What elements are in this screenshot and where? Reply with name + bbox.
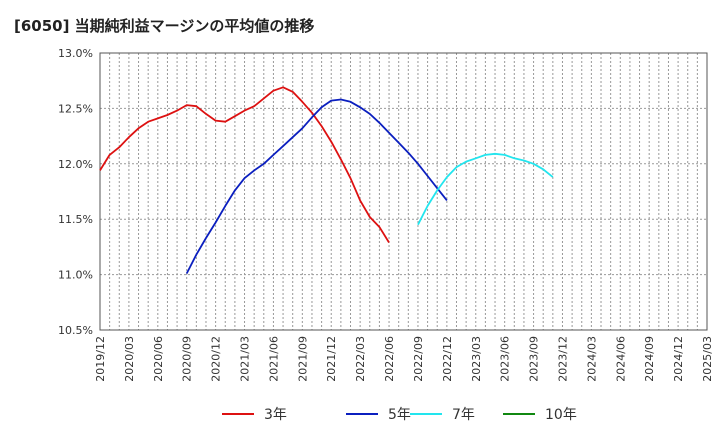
x-tick-label: 2022/03 — [354, 336, 367, 382]
x-tick-label: 2020/03 — [123, 336, 136, 382]
y-axis-ticks: 10.5% 11.0% 11.5% 12.0% 12.5% 13.0% — [58, 47, 93, 337]
legend: 3年 5年 7年 10年 — [222, 407, 577, 423]
legend-label: 7年 — [452, 407, 475, 423]
x-tick-label: 2022/12 — [441, 336, 454, 382]
x-tick-label: 2020/09 — [181, 336, 194, 382]
legend-label: 3年 — [264, 407, 287, 423]
y-tick-label: 11.5% — [58, 213, 93, 226]
x-tick-label: 2024/09 — [643, 336, 656, 382]
x-tick-label: 2023/03 — [470, 336, 483, 382]
y-tick-label: 12.0% — [58, 158, 93, 171]
x-tick-label: 2019/12 — [94, 336, 107, 382]
series-line-5年 — [185, 98, 448, 274]
grid-lines — [99, 52, 708, 331]
y-tick-label: 11.0% — [58, 269, 93, 282]
plot-area-border — [99, 52, 708, 331]
x-tick-label: 2024/06 — [614, 336, 627, 382]
legend-label: 10年 — [545, 407, 577, 423]
x-tick-label: 2021/03 — [239, 336, 252, 382]
x-tick-label: 2021/12 — [325, 336, 338, 382]
x-tick-label: 2020/12 — [210, 336, 223, 382]
x-tick-label: 2024/03 — [585, 336, 598, 382]
x-tick-label: 2021/06 — [267, 336, 280, 382]
x-tick-label: 2025/03 — [701, 336, 714, 382]
chart-title: [6050] 当期純利益マージンの平均値の推移 — [14, 17, 314, 35]
x-tick-label: 2024/12 — [672, 336, 685, 382]
x-tick-label: 2021/09 — [296, 336, 309, 382]
series-line-7年 — [417, 152, 554, 226]
y-tick-label: 12.5% — [58, 102, 93, 115]
x-tick-label: 2022/06 — [383, 336, 396, 382]
x-tick-label: 2023/06 — [499, 336, 512, 382]
x-tick-label: 2020/06 — [152, 336, 165, 382]
legend-label: 5年 — [388, 407, 411, 423]
x-axis-ticks: 2019/12 2020/03 2020/06 2020/09 2020/12 2021/… — [94, 336, 714, 382]
series-line-3年 — [99, 86, 390, 243]
x-tick-label: 2023/09 — [528, 336, 541, 382]
x-tick-label: 2023/12 — [556, 336, 569, 382]
y-tick-label: 13.0% — [58, 47, 93, 60]
x-tick-label: 2022/09 — [412, 336, 425, 382]
y-tick-label: 10.5% — [58, 324, 93, 337]
series-lines — [99, 86, 554, 274]
